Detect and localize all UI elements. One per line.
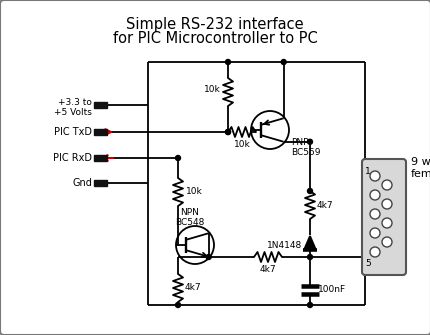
Circle shape — [369, 171, 379, 181]
Circle shape — [206, 255, 211, 260]
Circle shape — [225, 130, 230, 134]
Circle shape — [381, 237, 391, 247]
Bar — [94, 155, 107, 161]
Circle shape — [381, 199, 391, 209]
Circle shape — [280, 60, 286, 65]
FancyBboxPatch shape — [361, 159, 405, 275]
Bar — [94, 180, 107, 186]
Circle shape — [307, 189, 312, 194]
Polygon shape — [303, 236, 315, 250]
Text: Simple RS-232 interface: Simple RS-232 interface — [126, 17, 303, 32]
Circle shape — [225, 130, 230, 134]
Text: PIC TxD: PIC TxD — [54, 127, 92, 137]
Text: 10k: 10k — [233, 140, 250, 149]
Circle shape — [307, 303, 312, 308]
Circle shape — [381, 180, 391, 190]
Circle shape — [307, 255, 312, 260]
Bar — [94, 102, 107, 108]
Circle shape — [307, 139, 312, 144]
Text: 4k7: 4k7 — [184, 283, 201, 292]
Circle shape — [175, 303, 180, 308]
Circle shape — [381, 218, 391, 228]
Text: 100nF: 100nF — [317, 285, 345, 294]
Text: 9 way
female: 9 way female — [410, 157, 430, 179]
Text: 4k7: 4k7 — [316, 201, 333, 209]
Text: 1: 1 — [364, 168, 370, 177]
Text: for PIC Microcontroller to PC: for PIC Microcontroller to PC — [112, 31, 316, 46]
Text: NPN
BC548: NPN BC548 — [175, 208, 204, 227]
Circle shape — [369, 190, 379, 200]
Text: Gnd: Gnd — [72, 178, 92, 188]
Text: PIC RxD: PIC RxD — [53, 153, 92, 163]
Circle shape — [225, 60, 230, 65]
Bar — [94, 129, 107, 135]
Text: 1N4148: 1N4148 — [266, 241, 301, 250]
Text: 10k: 10k — [204, 85, 221, 94]
Text: PNP
BC559: PNP BC559 — [290, 138, 320, 157]
Text: +3.3 to
+5 Volts: +3.3 to +5 Volts — [54, 98, 92, 117]
Circle shape — [369, 247, 379, 257]
Text: 10k: 10k — [186, 188, 202, 197]
Circle shape — [175, 155, 180, 160]
Circle shape — [369, 228, 379, 238]
Text: 4k7: 4k7 — [259, 265, 276, 274]
Circle shape — [369, 209, 379, 219]
Text: 5: 5 — [364, 260, 370, 268]
